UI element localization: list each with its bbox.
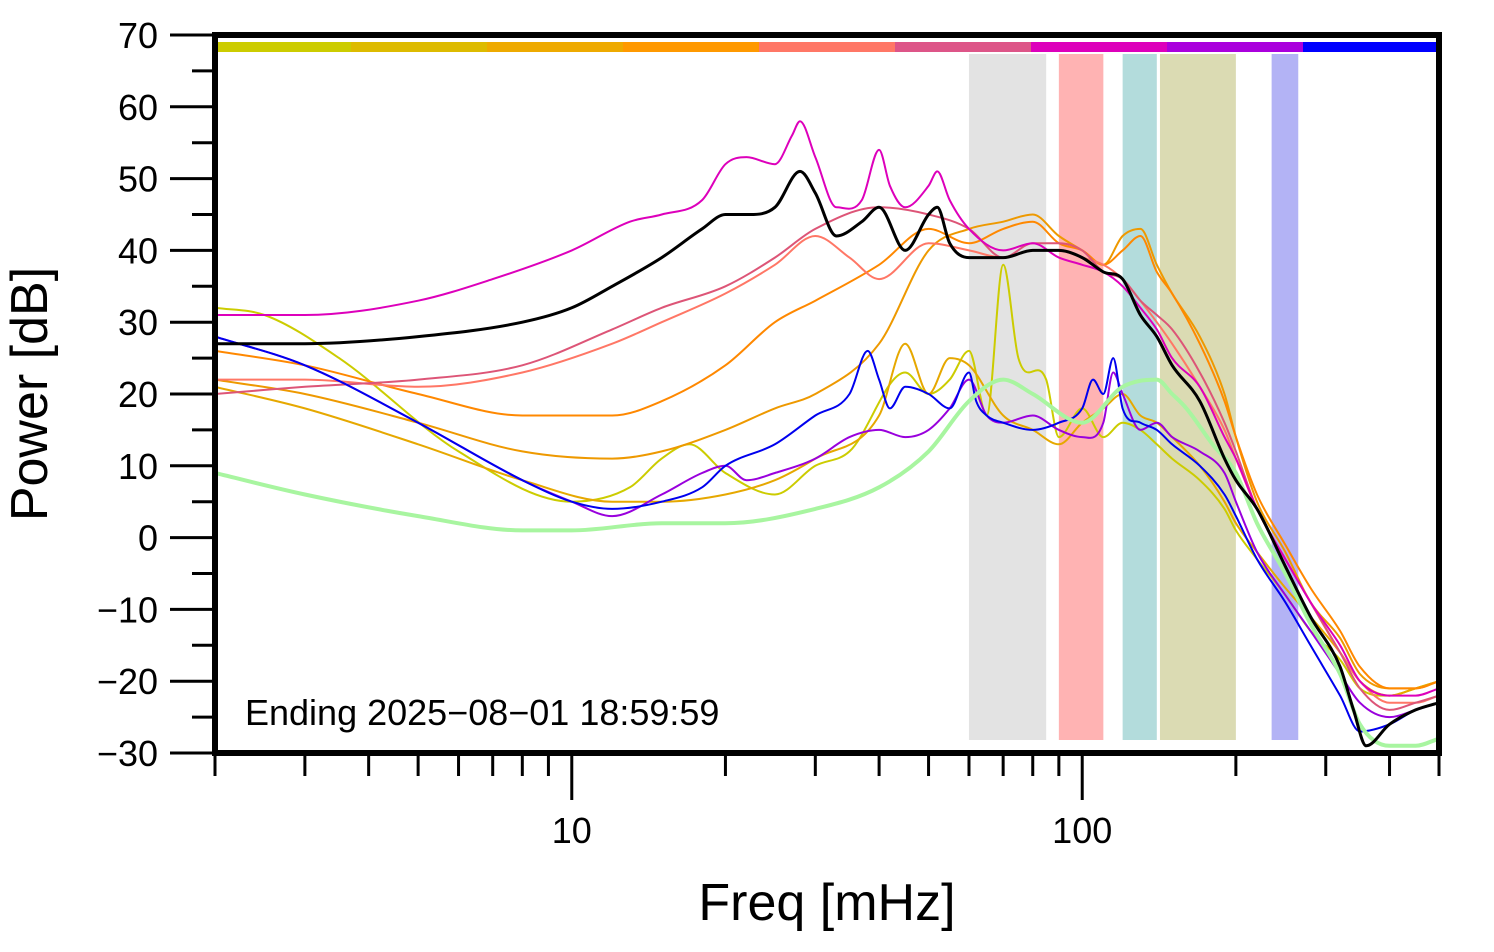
band-4 bbox=[1271, 54, 1299, 740]
time-color-bar bbox=[215, 42, 1440, 52]
band-0 bbox=[968, 54, 1047, 740]
y-tick-label: 10 bbox=[118, 446, 158, 487]
time-color-bar-segment bbox=[1303, 42, 1440, 52]
y-tick-label: −30 bbox=[97, 733, 158, 774]
series-line-9 bbox=[215, 377, 1439, 748]
time-color-bar-segment bbox=[895, 42, 1032, 52]
series-line-8 bbox=[215, 335, 1439, 733]
y-tick-label: 30 bbox=[118, 302, 158, 343]
y-tick-label: 50 bbox=[118, 159, 158, 200]
time-color-bar-segment bbox=[1031, 42, 1168, 52]
y-tick-label: 0 bbox=[138, 518, 158, 559]
time-color-bar-segment bbox=[623, 42, 760, 52]
x-tick-label: 100 bbox=[1052, 810, 1112, 851]
time-color-bar-segment bbox=[215, 42, 352, 52]
series-line-3 bbox=[215, 220, 1439, 690]
series-line-1 bbox=[215, 342, 1439, 697]
y-tick-label: 60 bbox=[118, 87, 158, 128]
time-color-bar-segment bbox=[351, 42, 488, 52]
series-line-10 bbox=[215, 169, 1439, 748]
y-axis-title: Power [dB] bbox=[1, 267, 59, 521]
x-axis: 10 100 bbox=[213, 753, 1441, 851]
y-tick-label: 70 bbox=[118, 15, 158, 56]
x-axis-title: Freq [mHz] bbox=[698, 874, 955, 932]
series-line-5 bbox=[215, 206, 1439, 711]
plot-frame bbox=[212, 32, 1442, 756]
x-tick-label: 10 bbox=[552, 810, 592, 851]
band-1 bbox=[1058, 54, 1104, 740]
time-color-bar-segment bbox=[759, 42, 896, 52]
time-color-bar-segment bbox=[487, 42, 624, 52]
series-line-7 bbox=[215, 335, 1439, 719]
y-tick-label: −20 bbox=[97, 661, 158, 702]
series-line-0 bbox=[215, 263, 1439, 697]
time-color-bar-segment bbox=[1167, 42, 1304, 52]
y-tick-label: 20 bbox=[118, 374, 158, 415]
annotation-ending-time: Ending 2025−08−01 18:59:59 bbox=[245, 692, 719, 733]
series-line-4 bbox=[215, 235, 1439, 704]
y-tick-label: −10 bbox=[97, 589, 158, 630]
spectrum-series bbox=[215, 120, 1439, 748]
y-axis: −30 −20 −10 0 10 20 30 40 50 60 70 bbox=[97, 15, 215, 774]
y-tick-label: 40 bbox=[118, 230, 158, 271]
series-line-6 bbox=[215, 120, 1439, 697]
frequency-bands bbox=[968, 54, 1299, 740]
